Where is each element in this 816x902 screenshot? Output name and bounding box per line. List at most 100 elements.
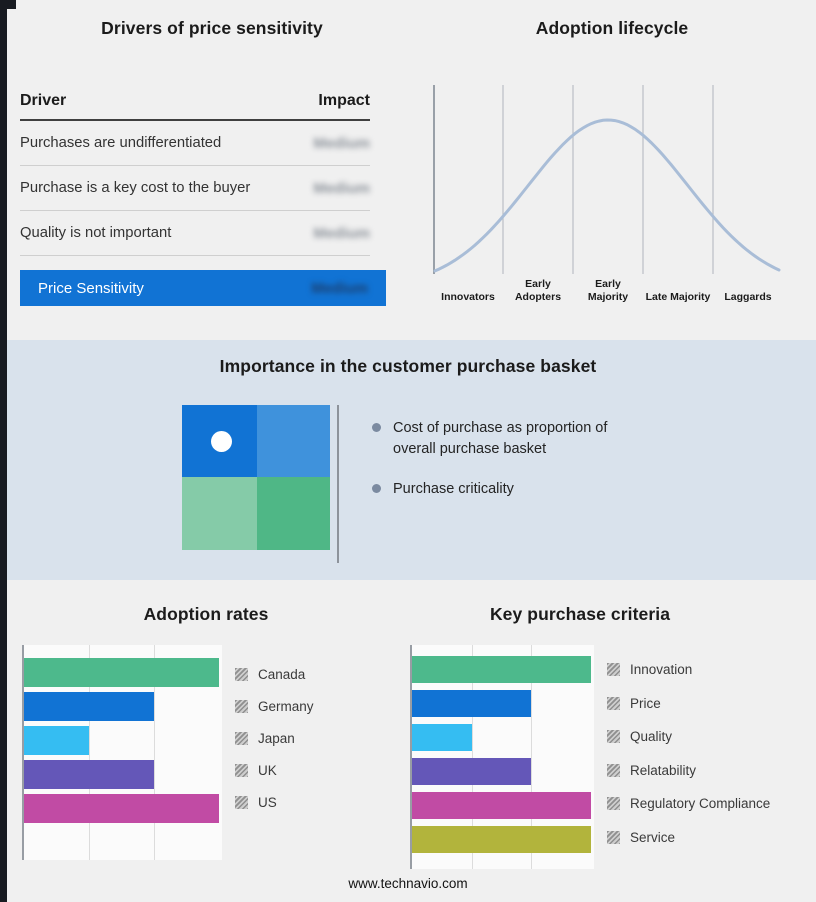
legend-swatch	[607, 797, 620, 810]
adoption-rates-legend: Canada Germany Japan UK US	[235, 667, 314, 810]
bullet-icon	[372, 423, 381, 432]
quadrant-cell-bottom-left	[182, 477, 257, 550]
adoption-rates-title: Adoption rates	[143, 604, 269, 624]
bar-service	[412, 826, 592, 853]
legend-label: Quality	[630, 729, 673, 744]
legend-swatch	[235, 732, 248, 745]
legend-label: Regulatory Compliance	[630, 796, 771, 811]
quadrant-cell-top-right	[257, 405, 330, 477]
chart-gridline	[471, 645, 473, 869]
basket-bullets: Cost of purchase as proportion of overal…	[372, 418, 643, 500]
legend-label: US	[258, 795, 277, 810]
legend-item: US	[235, 795, 314, 810]
bar-germany	[24, 692, 154, 721]
legend-item: Innovation	[607, 662, 770, 677]
legend-swatch	[235, 796, 248, 809]
table-row: Quality is not important Medium	[20, 211, 370, 256]
bar-relatability	[412, 758, 532, 785]
drivers-table: Driver Impact Purchases are undifferenti…	[20, 92, 386, 306]
bar-japan	[24, 726, 89, 755]
key-purchase-criteria-chart	[410, 645, 594, 869]
legend-label: Price	[630, 695, 661, 711]
legend-item: Regulatory Compliance	[607, 796, 771, 811]
legend-swatch	[607, 663, 620, 676]
purchase-basket-quadrant	[182, 405, 330, 550]
legend-swatch	[607, 763, 620, 777]
stage-label-text: Late Majority	[645, 291, 711, 304]
footer-url: www.technavio.com	[348, 876, 468, 891]
key-purchase-criteria-title: Key purchase criteria	[489, 604, 671, 624]
stage-label: Early Adopters	[503, 274, 573, 305]
legend-label: Service	[630, 829, 676, 845]
chart-gridline	[88, 645, 90, 860]
bar-innovation	[412, 656, 592, 683]
key-purchase-criteria-legend: Innovation Price Quality Relatability Regula…	[607, 662, 771, 845]
legend-item: Relatability	[607, 762, 770, 778]
stage-label: Late Majority	[643, 274, 713, 305]
table-row: Purchase is a key cost to the buyer Medi…	[20, 166, 370, 211]
driver-cell: Purchase is a key cost to the buyer	[20, 180, 251, 196]
bar-quality	[412, 724, 472, 751]
impact-value-blurred: Medium	[313, 224, 370, 242]
purchase-basket-section: Importance in the customer purchase bask…	[0, 340, 816, 580]
price-sensitivity-bar: Price Sensitivity Medium	[20, 270, 386, 306]
legend-swatch	[235, 700, 248, 713]
stage-label-text: Early Majority	[587, 277, 629, 304]
quadrant-cell-bottom-right	[257, 477, 330, 550]
chart-gridline	[531, 645, 533, 869]
legend-label: UK	[258, 763, 277, 778]
legend-swatch	[607, 730, 620, 743]
stage-label-text: Laggards	[724, 291, 772, 304]
column-header-impact: Impact	[318, 92, 370, 109]
legend-item: Service	[607, 829, 770, 845]
price-sensitivity-label: Price Sensitivity	[38, 279, 144, 297]
lifecycle-panel-title: Adoption lifecycle	[535, 18, 689, 38]
bar-regulatory-compliance	[412, 792, 592, 819]
column-header-driver: Driver	[20, 92, 67, 109]
stage-label: Laggards	[713, 274, 783, 305]
stage-label-text: Early Adopters	[514, 277, 562, 304]
legend-item: Canada	[235, 667, 314, 682]
legend-label: Japan	[258, 731, 295, 746]
stage-label: Innovators	[433, 274, 503, 305]
legend-label: Innovation	[630, 662, 693, 677]
chart-gridline	[153, 645, 155, 860]
stage-label: Early Majority	[573, 274, 643, 305]
top-section: Drivers of price sensitivity Driver Impa…	[0, 0, 816, 340]
drivers-table-header: Driver Impact	[20, 92, 370, 121]
legend-swatch	[235, 668, 248, 681]
bell-curve-path	[433, 118, 781, 273]
stage-label-text: Innovators	[441, 291, 495, 304]
table-row: Purchases are undifferentiated Medium	[20, 121, 370, 166]
legend-item: UK	[235, 763, 314, 778]
bullet-item: Cost of purchase as proportion of overal…	[372, 418, 643, 459]
adoption-lifecycle-chart	[433, 83, 783, 293]
legend-label: Canada	[258, 667, 306, 682]
drivers-panel-title: Drivers of price sensitivity	[101, 18, 323, 38]
quadrant-marker-dot	[211, 431, 232, 452]
impact-value-blurred: Medium	[311, 279, 368, 297]
impact-value-blurred: Medium	[313, 179, 370, 197]
impact-value-blurred: Medium	[313, 134, 370, 152]
legend-label: Relatability	[630, 762, 697, 778]
lifecycle-curve-svg	[433, 85, 781, 274]
legend-item: Japan	[235, 731, 314, 746]
driver-cell: Purchases are undifferentiated	[20, 135, 222, 151]
bullet-item: Purchase criticality	[372, 479, 643, 500]
bullet-icon	[372, 484, 381, 494]
legend-swatch	[607, 696, 620, 710]
basket-title: Importance in the customer purchase bask…	[219, 356, 597, 376]
legend-label: Germany	[258, 699, 314, 714]
bar-us	[24, 794, 219, 823]
bar-canada	[24, 658, 219, 687]
chart-bars	[412, 645, 594, 853]
quadrant-axis-line	[337, 405, 339, 563]
legend-item: Price	[607, 695, 770, 711]
lifecycle-stage-labels: Innovators Early Adopters Early Majority La…	[433, 274, 783, 305]
bullet-text: Purchase criticality	[393, 481, 514, 498]
legend-swatch	[607, 830, 620, 844]
bar-price	[412, 690, 532, 717]
left-edge-strip	[0, 0, 7, 902]
bullet-text: Cost of purchase as proportion of overal…	[393, 420, 608, 457]
